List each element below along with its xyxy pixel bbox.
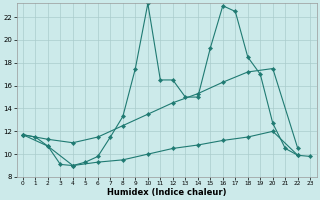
X-axis label: Humidex (Indice chaleur): Humidex (Indice chaleur) — [107, 188, 226, 197]
